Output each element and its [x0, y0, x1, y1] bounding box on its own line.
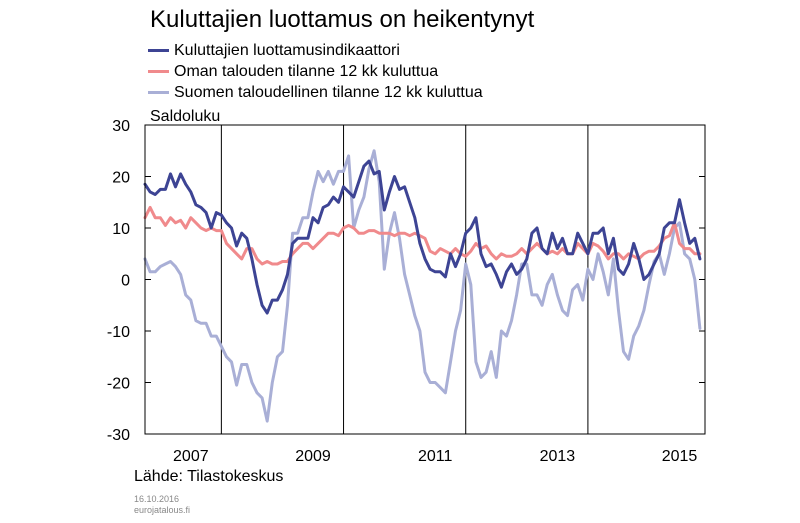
footer-site: eurojatalous.fi [134, 505, 191, 515]
x-tick-label: 2009 [295, 448, 331, 465]
legend-swatch-luottamusindikaattori [148, 49, 169, 52]
y-tick-label: -10 [107, 324, 130, 341]
legend-item-oman-talouden-tilanne: Oman talouden tilanne 12 kk kuluttua [148, 61, 483, 82]
gridlines [220, 125, 589, 434]
y-tick-label: 10 [112, 221, 130, 238]
x-tick-label: 2011 [418, 448, 453, 465]
y-axis-unit-label: Saldoluku [150, 108, 220, 125]
plot-frame [144, 124, 706, 435]
series-line-suomen-taloudellinen-tilanne [143, 149, 702, 423]
y-tick-label: 0 [121, 273, 130, 290]
y-tick-label: -30 [107, 427, 130, 444]
legend: Kuluttajien luottamusindikaattori Oman t… [148, 40, 483, 103]
chart-title: Kuluttajien luottamus on heikentynyt [150, 6, 535, 33]
series-line-luottamusindikaattori [143, 159, 702, 315]
legend-item-luottamusindikaattori: Kuluttajien luottamusindikaattori [148, 40, 483, 61]
axis-ticks: 2007 2009 2011 2013 2015 30 20 10 0 -10 -20 -30 [107, 118, 705, 465]
x-tick-label: 2015 [662, 448, 698, 465]
legend-label-luottamusindikaattori: Kuluttajien luottamusindikaattori [174, 41, 400, 59]
legend-label-suomen-taloudellinen-tilanne: Suomen taloudellinen tilanne 12 kk kulut… [174, 83, 483, 101]
y-tick-label: 20 [112, 170, 130, 187]
series-lines [143, 149, 702, 423]
y-tick-label: -20 [107, 376, 130, 393]
series-line-oman-talouden-tilanne [143, 205, 702, 266]
x-tick-label: 2013 [540, 448, 576, 465]
source-label: Lähde: Tilastokeskus [134, 468, 284, 485]
footer-date: 16.10.2016 [134, 494, 180, 504]
legend-swatch-suomen-taloudellinen-tilanne [148, 91, 169, 94]
legend-label-oman-talouden-tilanne: Oman talouden tilanne 12 kk kuluttua [174, 62, 439, 80]
x-tick-label: 2007 [173, 448, 209, 465]
y-tick-label: 30 [112, 118, 130, 135]
legend-item-suomen-taloudellinen-tilanne: Suomen taloudellinen tilanne 12 kk kulut… [148, 82, 483, 103]
legend-swatch-oman-talouden-tilanne [148, 70, 169, 73]
